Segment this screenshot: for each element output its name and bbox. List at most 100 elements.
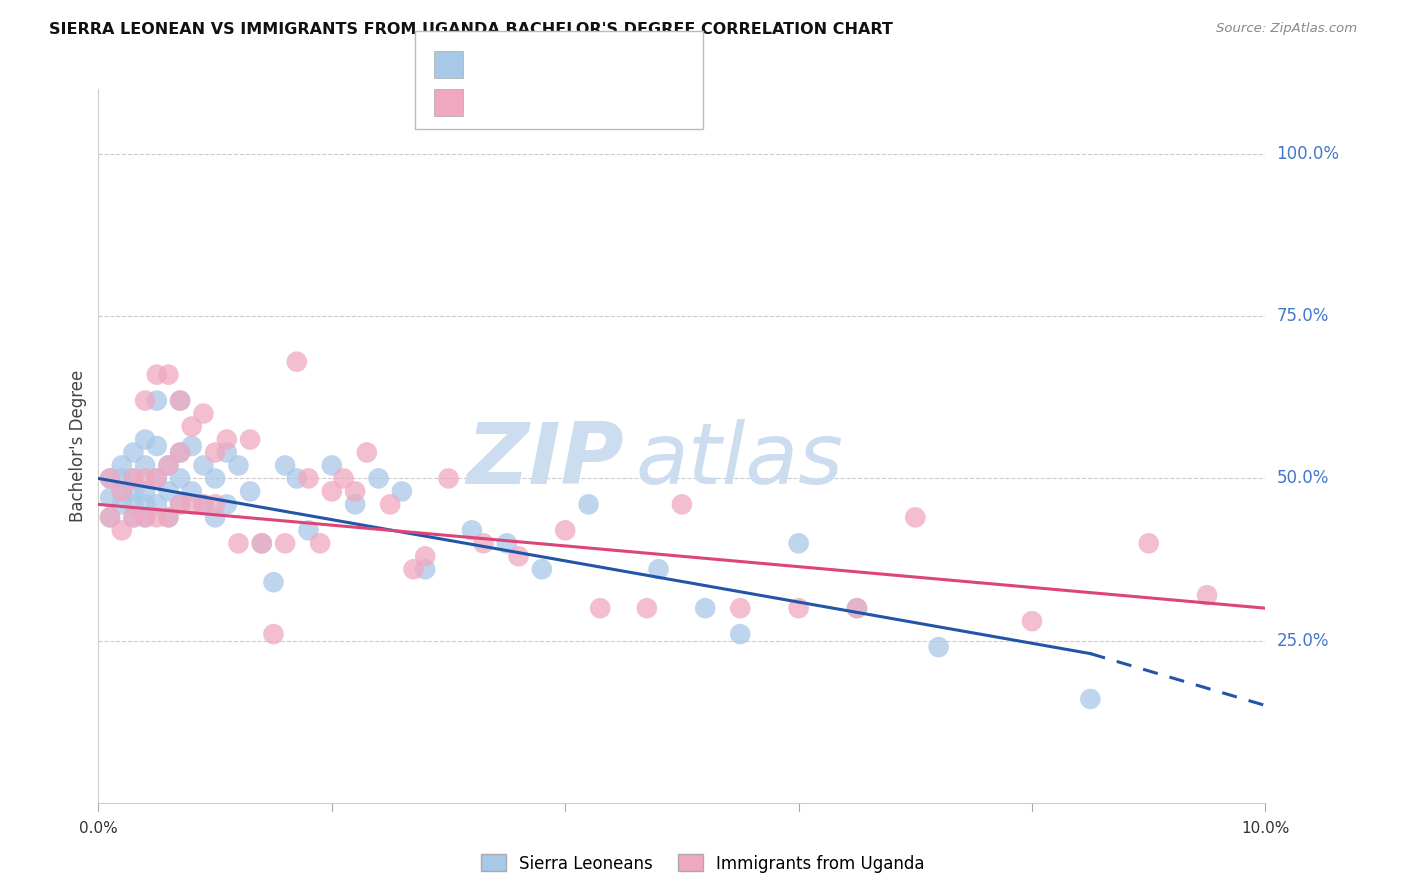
Point — [671, 497, 693, 511]
Point — [169, 445, 191, 459]
Legend: Sierra Leoneans, Immigrants from Uganda: Sierra Leoneans, Immigrants from Uganda — [474, 847, 932, 880]
Point — [122, 497, 145, 511]
Point — [180, 497, 202, 511]
Point — [146, 471, 169, 485]
Point — [122, 484, 145, 499]
Text: 100.0%: 100.0% — [1277, 145, 1340, 163]
Point — [215, 497, 238, 511]
Point — [285, 354, 308, 368]
Point — [297, 471, 319, 485]
Text: -0.186: -0.186 — [503, 94, 562, 112]
Text: 54: 54 — [593, 94, 616, 112]
Point — [122, 445, 145, 459]
Point — [146, 497, 169, 511]
Point — [193, 497, 215, 511]
Point — [1021, 614, 1043, 628]
Point — [413, 562, 436, 576]
Text: N =: N = — [557, 55, 605, 73]
Point — [344, 497, 367, 511]
Point — [122, 471, 145, 485]
Y-axis label: Bachelor's Degree: Bachelor's Degree — [69, 370, 87, 522]
Point — [228, 536, 250, 550]
Point — [846, 601, 869, 615]
Point — [204, 445, 226, 459]
Point — [730, 601, 752, 615]
Point — [169, 497, 191, 511]
Point — [169, 445, 191, 459]
Point — [437, 471, 460, 485]
Point — [122, 471, 145, 485]
Point — [578, 497, 600, 511]
Point — [122, 510, 145, 524]
Point — [122, 510, 145, 524]
Point — [134, 510, 156, 524]
Point — [169, 471, 191, 485]
Text: 50.0%: 50.0% — [1277, 469, 1329, 487]
Point — [215, 433, 238, 447]
Point — [391, 484, 413, 499]
Point — [204, 497, 226, 511]
Text: 0.0%: 0.0% — [79, 821, 118, 836]
Point — [647, 562, 669, 576]
Point — [321, 484, 343, 499]
Point — [98, 510, 121, 524]
Point — [98, 471, 121, 485]
Point — [636, 601, 658, 615]
Point — [111, 471, 134, 485]
Point — [111, 524, 134, 538]
Point — [157, 458, 180, 473]
Point — [157, 484, 180, 499]
Point — [98, 510, 121, 524]
Point — [787, 601, 810, 615]
Point — [134, 393, 156, 408]
Point — [928, 640, 950, 654]
Point — [146, 393, 169, 408]
Point — [157, 510, 180, 524]
Point — [111, 497, 134, 511]
Point — [530, 562, 553, 576]
Point — [146, 510, 169, 524]
Point — [228, 458, 250, 473]
Text: 59: 59 — [593, 55, 616, 73]
Point — [250, 536, 273, 550]
Point — [367, 471, 389, 485]
Point — [496, 536, 519, 550]
Point — [193, 458, 215, 473]
Point — [169, 393, 191, 408]
Point — [1195, 588, 1218, 602]
Point — [695, 601, 717, 615]
Point — [111, 458, 134, 473]
Point — [204, 471, 226, 485]
Text: N =: N = — [557, 94, 605, 112]
Point — [134, 433, 156, 447]
Point — [508, 549, 530, 564]
Point — [787, 536, 810, 550]
Point — [285, 471, 308, 485]
Point — [180, 419, 202, 434]
Point — [344, 484, 367, 499]
Point — [274, 536, 297, 550]
Point — [111, 484, 134, 499]
Point — [157, 458, 180, 473]
Point — [1080, 692, 1102, 706]
Point — [402, 562, 425, 576]
Point — [134, 510, 156, 524]
Point — [239, 433, 262, 447]
Point — [146, 368, 169, 382]
Point — [297, 524, 319, 538]
Point — [321, 458, 343, 473]
Point — [98, 491, 121, 505]
Point — [846, 601, 869, 615]
Text: R =: R = — [472, 94, 509, 112]
Point — [250, 536, 273, 550]
Text: 75.0%: 75.0% — [1277, 307, 1329, 326]
Point — [180, 439, 202, 453]
Point — [215, 445, 238, 459]
Point — [134, 497, 156, 511]
Point — [262, 575, 284, 590]
Point — [239, 484, 262, 499]
Point — [134, 484, 156, 499]
Text: atlas: atlas — [636, 418, 844, 502]
Point — [134, 458, 156, 473]
Point — [472, 536, 495, 550]
